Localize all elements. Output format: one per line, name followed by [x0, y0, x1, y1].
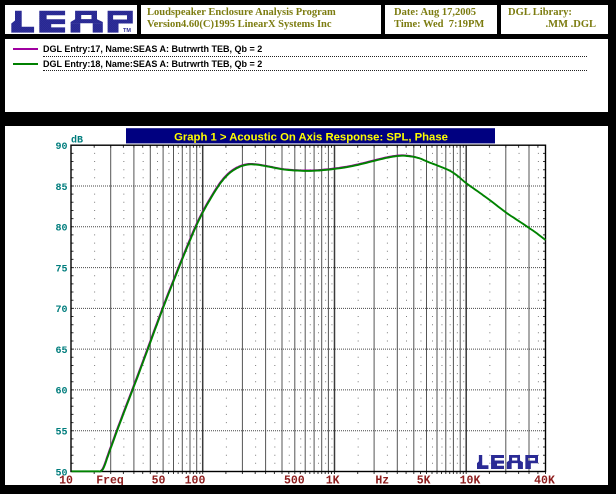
svg-text:500: 500: [284, 474, 305, 485]
svg-text:40K: 40K: [534, 474, 555, 485]
svg-text:55: 55: [55, 428, 67, 439]
svg-text:Hz: Hz: [375, 474, 389, 485]
svg-text:1K: 1K: [326, 474, 340, 485]
svg-text:5K: 5K: [417, 474, 431, 485]
svg-text:10: 10: [59, 474, 73, 485]
svg-text:dB: dB: [71, 135, 83, 147]
svg-text:70: 70: [55, 305, 67, 316]
svg-text:50: 50: [55, 468, 67, 479]
svg-text:TM: TM: [123, 28, 131, 34]
svg-text:65: 65: [55, 346, 67, 357]
svg-text:Graph 1 > Acoustic On Axis Res: Graph 1 > Acoustic On Axis Response: SPL…: [174, 132, 448, 144]
svg-text:60: 60: [55, 387, 67, 398]
svg-text:85: 85: [55, 183, 67, 194]
svg-text:80: 80: [55, 224, 67, 235]
svg-text:Freq: Freq: [96, 474, 124, 485]
svg-text:50: 50: [152, 474, 166, 485]
svg-text:100: 100: [185, 474, 206, 485]
svg-text:90: 90: [55, 142, 67, 153]
svg-text:10K: 10K: [460, 474, 481, 485]
svg-text:75: 75: [55, 264, 67, 275]
